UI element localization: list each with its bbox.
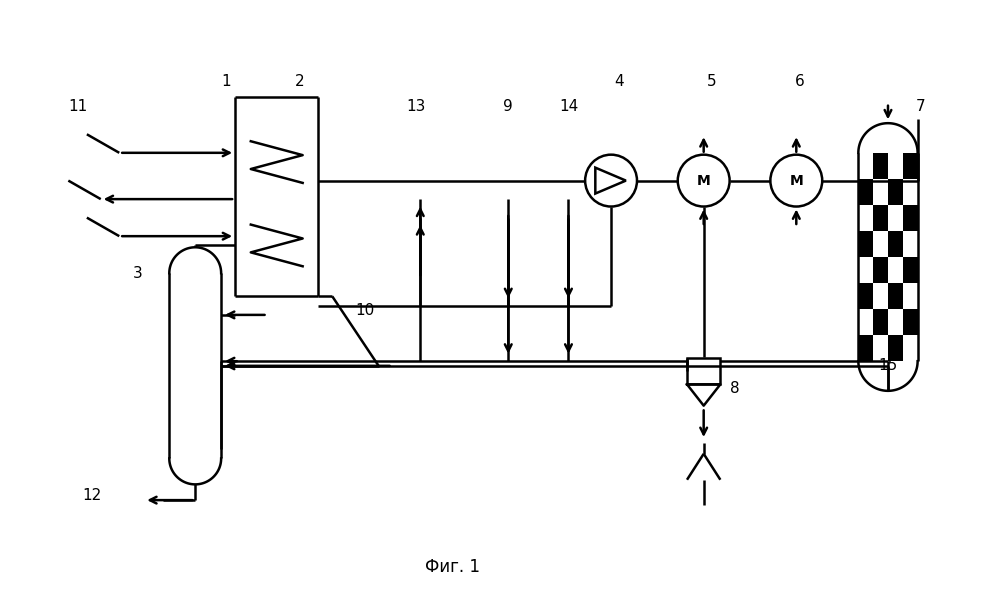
Bar — [687, 358, 721, 384]
Bar — [888, 179, 903, 205]
Bar — [903, 153, 917, 179]
Bar — [888, 283, 903, 309]
Bar — [858, 283, 873, 309]
Text: 8: 8 — [731, 382, 740, 397]
Text: 13: 13 — [406, 99, 425, 114]
Text: 1: 1 — [221, 74, 231, 89]
Text: Фиг. 1: Фиг. 1 — [425, 558, 480, 576]
Text: 11: 11 — [68, 99, 87, 114]
Text: 15: 15 — [878, 358, 897, 373]
Text: M: M — [789, 173, 803, 188]
Bar — [858, 231, 873, 257]
Bar — [873, 153, 888, 179]
Bar — [903, 257, 917, 283]
Bar — [903, 205, 917, 231]
Bar — [873, 309, 888, 335]
Text: 12: 12 — [82, 488, 101, 503]
Text: 4: 4 — [615, 74, 624, 89]
Bar — [873, 257, 888, 283]
Text: 9: 9 — [503, 99, 513, 114]
Text: 5: 5 — [708, 74, 717, 89]
Text: 2: 2 — [295, 74, 304, 89]
Text: 6: 6 — [795, 74, 804, 89]
Text: 10: 10 — [355, 303, 374, 318]
Bar — [888, 335, 903, 361]
Text: M: M — [697, 173, 711, 188]
Bar — [888, 231, 903, 257]
Text: 7: 7 — [915, 99, 925, 114]
Text: 3: 3 — [133, 265, 143, 281]
Text: 14: 14 — [559, 99, 578, 114]
Bar — [858, 335, 873, 361]
Bar — [873, 205, 888, 231]
Bar — [858, 179, 873, 205]
Bar — [903, 309, 917, 335]
